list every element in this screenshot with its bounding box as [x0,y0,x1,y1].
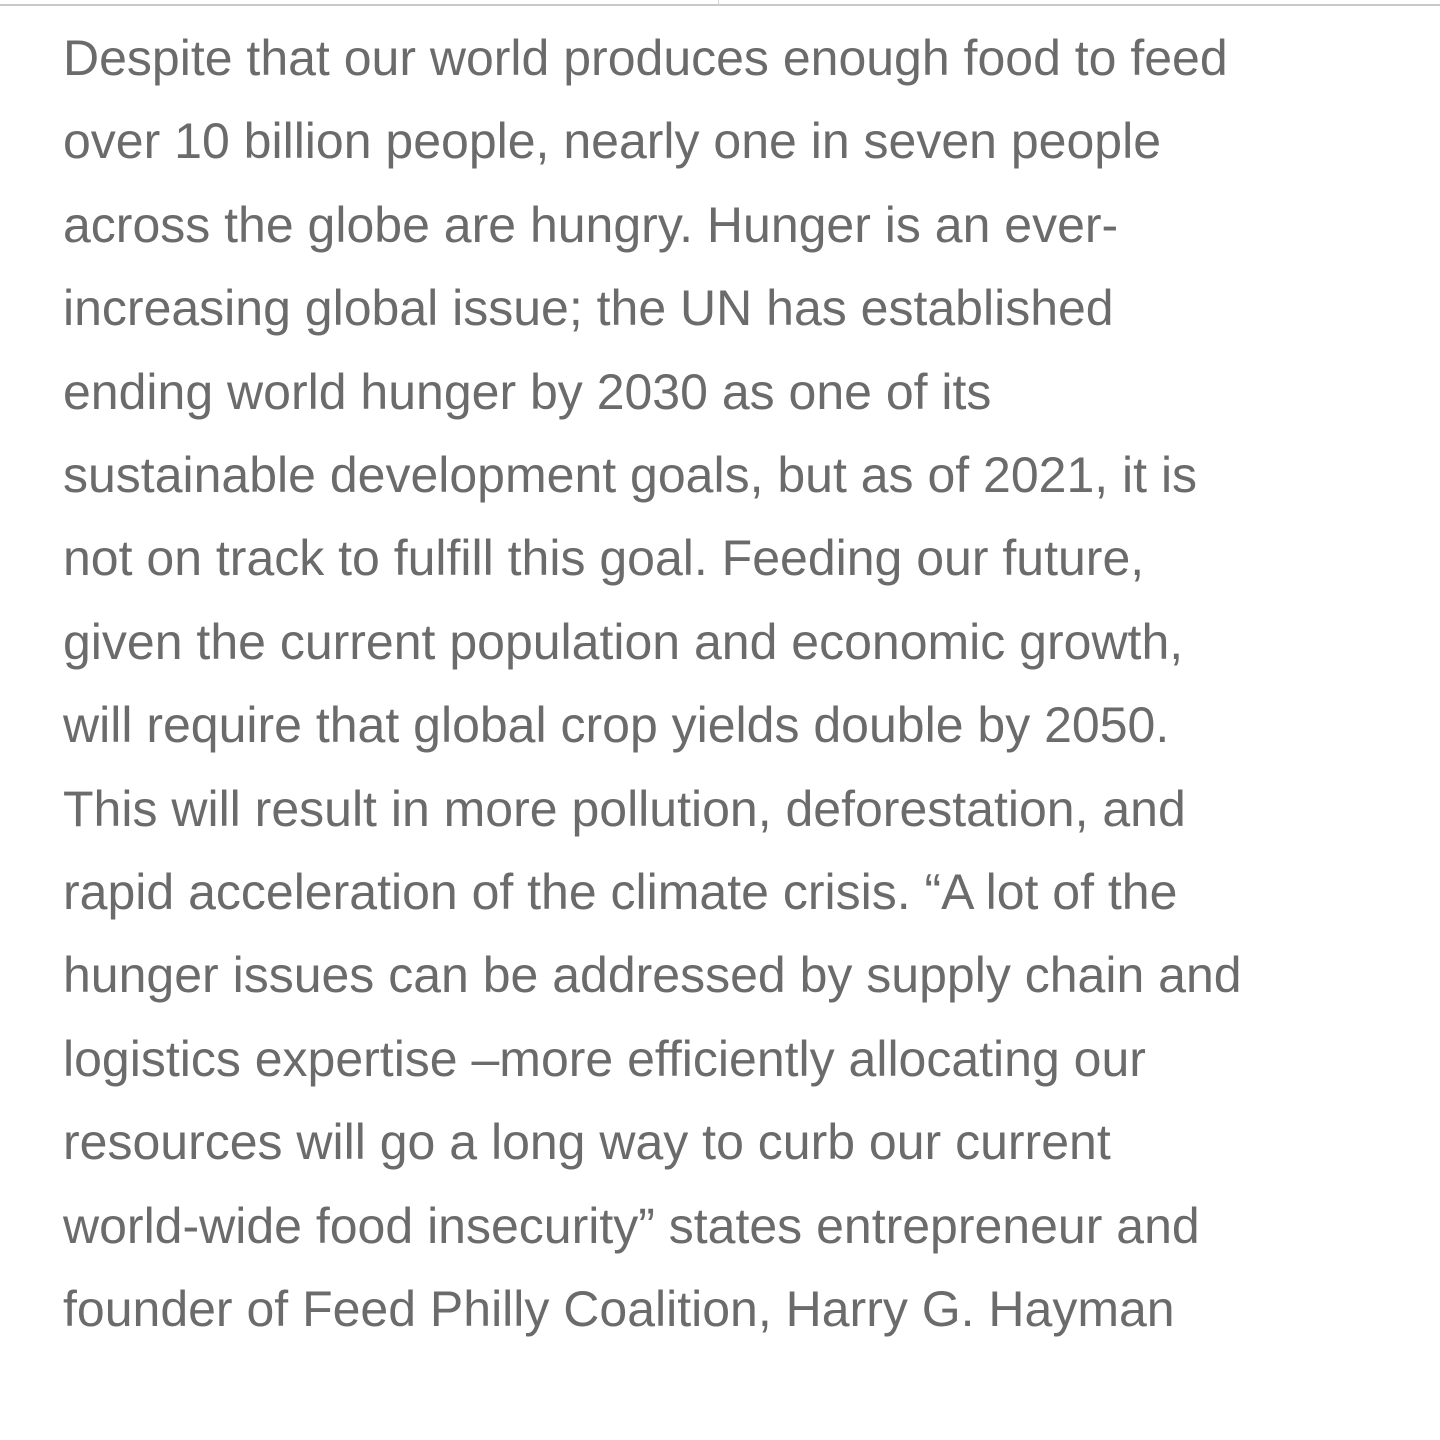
paragraph-line: rapid acceleration of the climate crisis… [63,864,1178,921]
top-divider [0,4,1440,6]
paragraph-line: This will result in more pollution, defo… [63,780,1186,837]
paragraph-line: Despite that our world produces enough f… [63,30,1228,86]
paragraph-line: increasing global issue; the UN has esta… [63,280,1114,337]
paragraph-line: will require that global crop yields dou… [63,697,1170,754]
paragraph-line: given the current population and economi… [63,613,1184,670]
paragraph-line: not on track to fulfill this goal. Feedi… [63,530,1145,587]
paragraph-line: over 10 billion people, nearly one in se… [63,113,1161,170]
paragraph-line: hunger issues can be addressed by supply… [63,947,1242,1004]
top-divider-tick [718,0,719,5]
paragraph-line: sustainable development goals, but as of… [63,447,1198,504]
paragraph-line: across the globe are hungry. Hunger is a… [63,196,1119,253]
paragraph-line: resources will go a long way to curb our… [63,1114,1111,1171]
paragraph-line: founder of Feed Philly Coalition, Harry … [63,1281,1175,1338]
article-paragraph: Despite that our world produces enough f… [63,17,1403,1352]
paragraph-line: ending world hunger by 2030 as one of it… [63,363,992,420]
paragraph-line: logistics expertise –more efficiently al… [63,1030,1146,1087]
paragraph-line: world-wide food insecurity” states entre… [63,1197,1200,1254]
